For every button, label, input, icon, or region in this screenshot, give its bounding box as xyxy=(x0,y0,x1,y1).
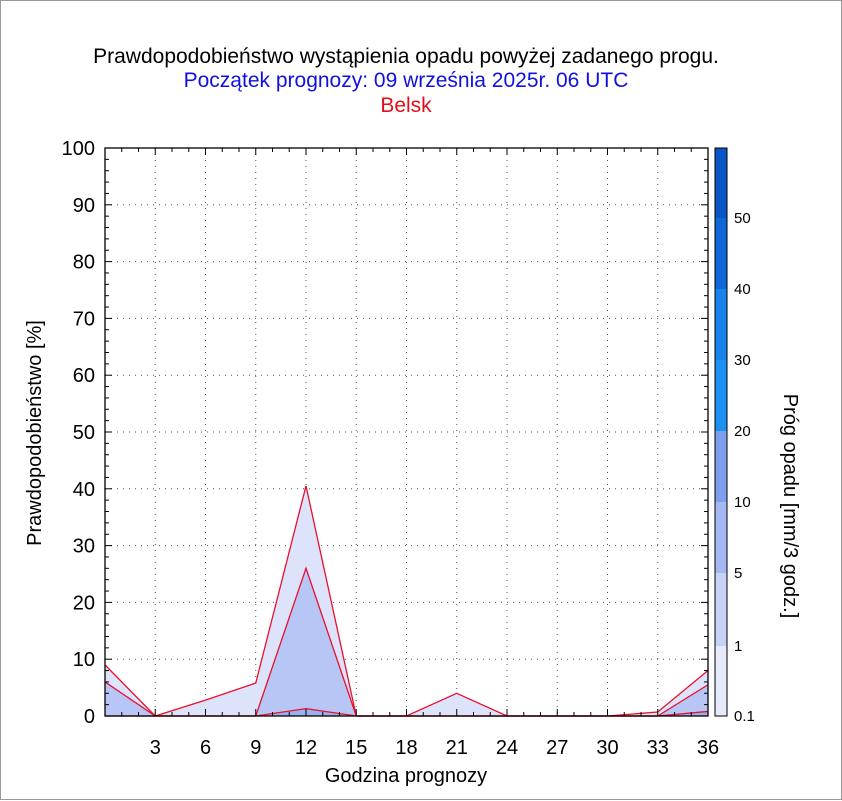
colorbar-tick-label: 10 xyxy=(734,494,751,511)
y-tick-label: 10 xyxy=(73,649,95,671)
colorbar-segment xyxy=(715,289,727,360)
x-tick-label: 6 xyxy=(200,737,211,759)
colorbar-segment xyxy=(715,573,727,646)
chart-location: Belsk xyxy=(380,94,432,117)
y-tick-label: 20 xyxy=(73,592,95,614)
colorbar-tick-label: 5 xyxy=(734,565,742,582)
colorbar-segment xyxy=(715,502,727,573)
colorbar-label: Próg opadu [mm/3 godz.] xyxy=(779,394,801,619)
y-tick-label: 0 xyxy=(84,706,95,728)
x-tick-label: 9 xyxy=(250,737,261,759)
x-tick-label: 30 xyxy=(596,737,618,759)
colorbar-segment xyxy=(715,431,727,502)
y-tick-label: 80 xyxy=(73,252,95,274)
chart-title: Prawdopodobieństwo wystąpienia opadu pow… xyxy=(93,45,719,68)
x-tick-label: 24 xyxy=(496,737,518,759)
colorbar-tick-label: 30 xyxy=(734,352,751,369)
x-tick-label: 12 xyxy=(295,737,317,759)
x-tick-label: 27 xyxy=(546,737,568,759)
y-tick-label: 90 xyxy=(73,195,95,217)
x-tick-label: 33 xyxy=(647,737,669,759)
y-tick-label: 70 xyxy=(73,308,95,330)
colorbar-segment xyxy=(715,218,727,289)
x-tick-label: 21 xyxy=(446,737,468,759)
colorbar-segment xyxy=(715,646,727,716)
plot-area xyxy=(105,148,708,716)
y-tick-label: 60 xyxy=(73,365,95,387)
y-tick-label: 30 xyxy=(73,536,95,558)
colorbar-tick-label: 50 xyxy=(734,210,751,227)
y-tick-label: 40 xyxy=(73,479,95,501)
chart-subtitle: Początek prognozy: 09 września 2025r. 06… xyxy=(184,69,629,92)
colorbar-tick-label: 20 xyxy=(734,423,751,440)
y-axis-label: Prawdopodobieństwo [%] xyxy=(24,320,46,546)
colorbar-segment xyxy=(715,360,727,431)
colorbar-segment xyxy=(715,148,727,218)
x-tick-label: 15 xyxy=(345,737,367,759)
x-tick-label: 3 xyxy=(150,737,161,759)
colorbar-tick-label: 40 xyxy=(734,281,751,298)
y-tick-label: 100 xyxy=(62,138,95,160)
y-tick-label: 50 xyxy=(73,422,95,444)
x-tick-label: 36 xyxy=(697,737,719,759)
colorbar: 0.1 1 5 10 20 30 40 50 xyxy=(715,148,755,725)
x-tick-label: 18 xyxy=(395,737,417,759)
colorbar-tick-label: 1 xyxy=(734,638,742,655)
colorbar-tick-label: 0.1 xyxy=(734,708,755,725)
y-tick-labels: 0 10 20 30 40 50 60 70 80 90 100 xyxy=(62,138,95,728)
x-axis-label: Godzina prognozy xyxy=(325,765,487,787)
